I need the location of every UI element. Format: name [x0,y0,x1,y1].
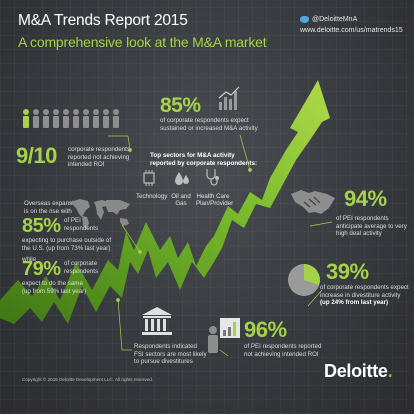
sector-oil-gas: Oil and Gas [171,193,191,207]
chart-person-icon [208,318,240,353]
people-icons [23,109,119,128]
stat-deal-activity-text: of PEI respondents anticipate average to… [336,215,407,238]
sector-technology: Technology [136,193,168,200]
world-map-icon [70,199,130,230]
stat-deal-activity-value: 94% [344,186,387,211]
chip-icon [143,170,155,186]
stat-corporate-activity-text: of corporate respondents expect sustaine… [160,117,258,132]
page-title: M&A Trends Report 2015 [18,12,188,29]
stat-fsi-text: Respondents indicated FSI sectors are mo… [134,343,207,366]
stat-divestiture-text: of corporate respondents expect increase… [320,284,409,307]
bank-building-icon [142,307,172,335]
report-url[interactable]: www.deloitte.com/us/matrends15 [300,27,403,34]
stethoscope-icon [206,169,219,186]
stat-roi-text: corporate respondents reported not achie… [68,146,130,169]
sectors-heading: Top sectors for M&A activity reported by… [150,152,258,167]
copyright-text: Copyright © 2015 Deloitte Development LL… [22,377,154,382]
stat-value: 85% [160,94,201,117]
page-subtitle: A comprehensive look at the M&A market [18,34,267,50]
stat-corporate-overseas-value: 79% [22,258,61,280]
stat-divestiture-value: 39% [326,259,369,284]
arrow-body [0,80,330,324]
stat-overseas-pei-text-a: of PEI respondents [64,217,99,232]
twitter-icon [300,15,309,23]
pie-chart-icon [288,264,320,296]
twitter-handle[interactable]: @DeloitteMnA [312,16,358,23]
handshake-icon [291,190,335,214]
stat-roi-value: 9/10 [16,143,57,168]
stat-corporate-activity: 85% [160,94,201,118]
sector-health-care: Health Care Plan/Provider [196,193,234,207]
stat-overseas-pei-value: 85% [22,215,61,237]
stat-overseas-while: while [22,256,37,263]
stat-pei-roi-value: 96% [244,317,287,342]
social-links: @DeloitteMnA www.deloitte.com/us/matrend… [300,14,403,36]
oil-drops-icon [175,172,189,185]
stat-pei-roi-text: of PEI respondents reported not achievin… [244,343,322,358]
deloitte-logo: Deloitte. [324,361,393,381]
stat-corporate-overseas-text-a: of corporate respondents [64,260,99,275]
stat-overseas-intro: Overseas expansion is on the rise with [24,200,81,215]
stat-overseas-pei-text-b: expecting to purchase outside of the U.S… [22,237,112,252]
stat-corporate-overseas-text-b: expect to do the same (up from 59% last … [22,280,87,295]
bar-chart-icon [218,86,240,110]
